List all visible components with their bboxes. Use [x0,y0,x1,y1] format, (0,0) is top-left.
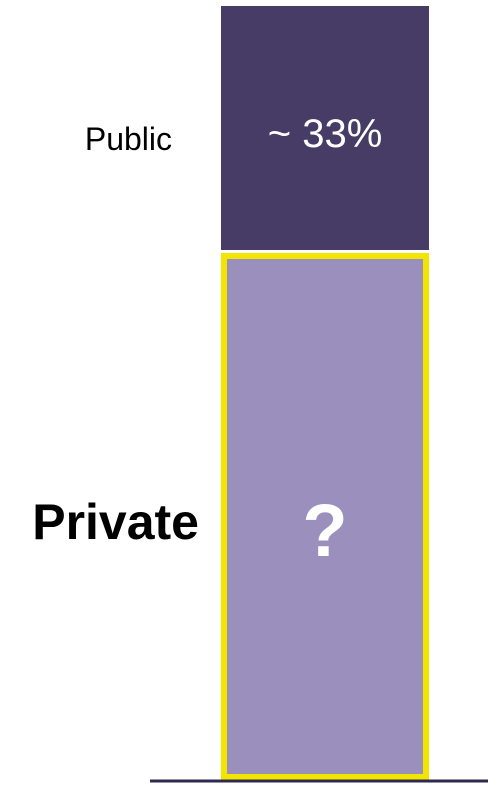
category-label-private: Private [32,494,199,550]
value-label-public: ~ 33% [268,112,383,156]
category-label-public: Public [85,121,172,157]
bar-segment-private [221,253,429,780]
bar-segment-public [221,6,429,250]
value-label-private: ? [302,489,347,572]
